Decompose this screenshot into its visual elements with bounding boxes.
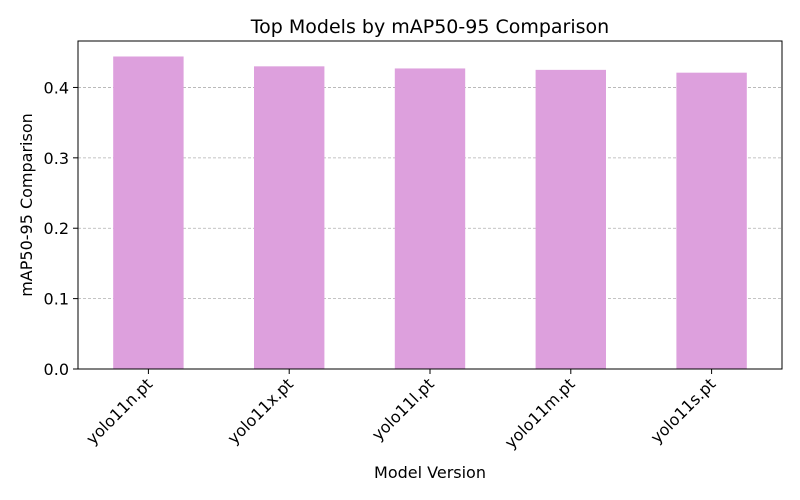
y-tick-label: 0.2 [44,219,69,238]
chart-title: Top Models by mAP50-95 Comparison [250,16,609,38]
bar [113,56,184,369]
y-tick-label: 0.3 [44,149,69,168]
x-axis-ticks: yolo11n.pt yolo11x.pt yolo11l.pt yolo11m.pt… [82,369,719,452]
bar [535,69,606,369]
x-tick-label: yolo11s.pt [647,374,720,447]
y-tick-label: 0.1 [44,290,69,309]
y-axis-label: mAP50-95 Comparison [17,113,36,297]
y-axis-ticks: 0.0 0.1 0.2 0.3 0.4 [44,78,78,379]
y-tick-label: 0.4 [44,78,69,97]
bar [254,66,325,370]
bars [113,56,747,370]
bar [394,68,466,369]
x-tick-label: yolo11n.pt [82,374,156,448]
bar [676,72,747,369]
x-tick-label: yolo11m.pt [501,374,579,452]
x-axis-label: Model Version [374,463,486,482]
y-tick-label: 0.0 [44,360,69,379]
x-tick-label: yolo11x.pt [224,374,297,447]
x-tick-label: yolo11l.pt [368,374,438,444]
